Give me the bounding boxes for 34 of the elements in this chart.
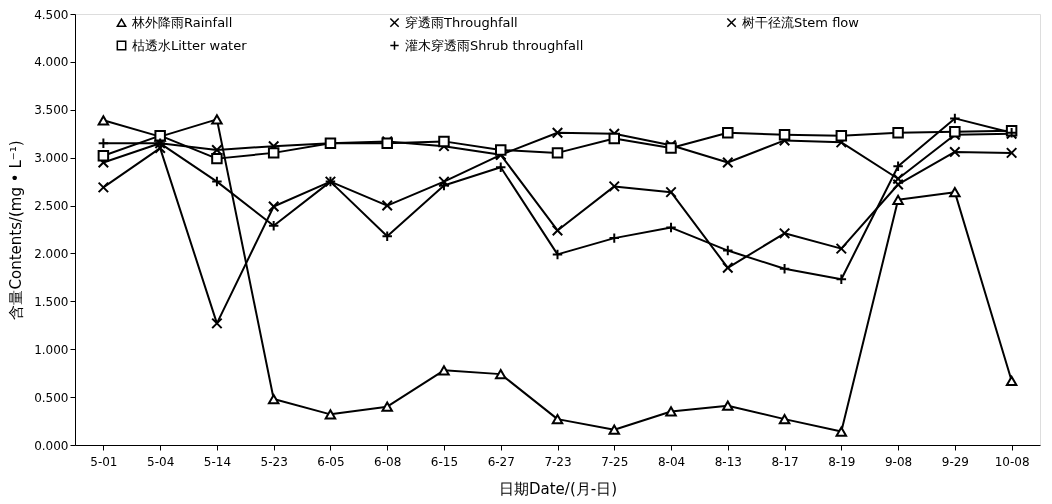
x-tick-label: 10-08 <box>994 454 1030 469</box>
y-tick-label: 1.000 <box>34 342 69 357</box>
x-axis-title: 日期Date/(月-日) <box>498 479 618 498</box>
x-tick-label: 6-08 <box>374 454 402 469</box>
x-tick-label: 6-27 <box>487 454 515 469</box>
x-tick-label: 5-14 <box>203 454 232 469</box>
x-tick-label: 6-05 <box>317 454 345 469</box>
legend-label: 枯透水Litter water <box>132 37 248 53</box>
x-tick-label: 8-04 <box>657 454 686 469</box>
y-tick-label: 3.500 <box>34 103 69 118</box>
y-tick-label: 0.000 <box>34 438 69 453</box>
x-tick-label: 5-23 <box>260 454 288 469</box>
legend-label: 林外降雨Rainfall <box>131 14 233 30</box>
legend-label: 穿透雨Throughfall <box>405 14 518 30</box>
x-tick-label: 8-19 <box>828 454 856 469</box>
x-tick-label: 9-08 <box>884 454 913 469</box>
x-tick-label: 5-04 <box>147 454 175 469</box>
y-tick-label: 4.000 <box>34 55 69 70</box>
y-tick-label: 4.500 <box>34 7 69 22</box>
y-tick-label: 1.500 <box>34 294 69 309</box>
legend-label: 灌木穿透雨Shrub throughfall <box>405 37 584 53</box>
x-tick-label: 7-23 <box>544 454 572 469</box>
x-tick-label: 7-25 <box>601 454 629 469</box>
y-tick-label: 0.500 <box>34 390 69 405</box>
y-tick-label: 2.500 <box>34 199 69 214</box>
x-tick-label: 9-29 <box>941 454 969 469</box>
y-axis-title: 含量Contents/(mg • L⁻¹) <box>7 140 26 320</box>
x-tick-label: 8-17 <box>771 454 799 469</box>
x-tick-label: 6-15 <box>430 454 459 469</box>
y-tick-label: 3.000 <box>34 151 69 166</box>
legend-label: 树干径流Stem flow <box>742 14 860 30</box>
x-tick-label: 8-13 <box>714 454 742 469</box>
y-tick-label: 2.000 <box>34 246 69 261</box>
x-tick-label: 5-01 <box>90 454 118 469</box>
